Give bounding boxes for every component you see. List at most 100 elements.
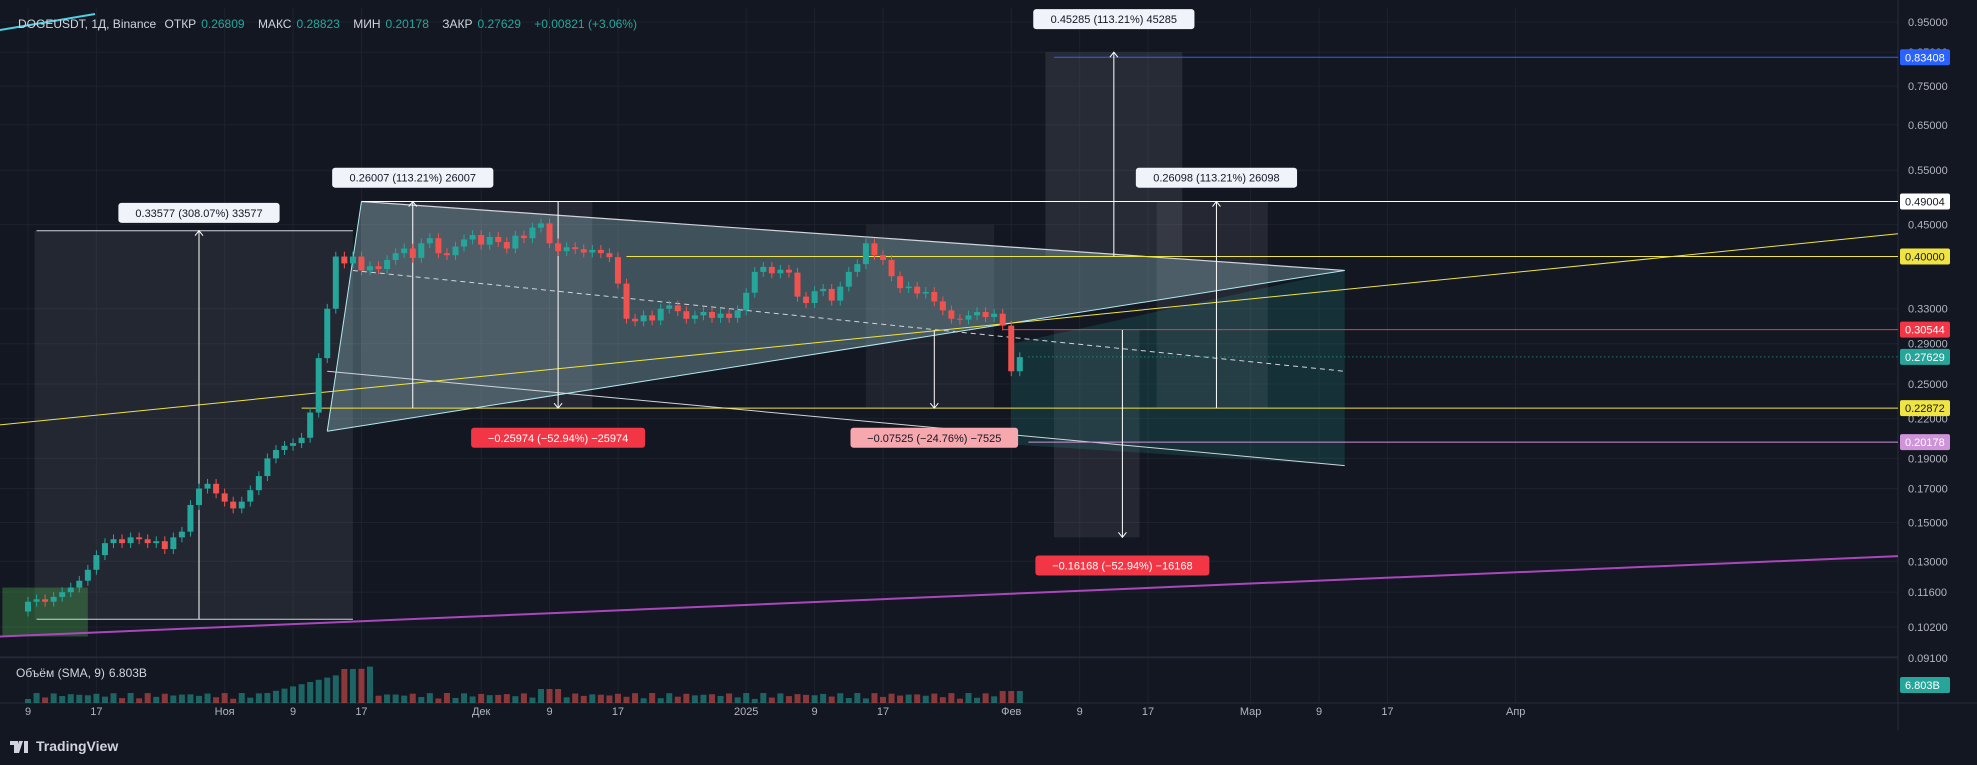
candle-body	[503, 242, 510, 249]
candle-body	[956, 318, 963, 320]
volume-bar	[153, 696, 160, 703]
volume-bar	[905, 694, 912, 703]
price-tick: 0.10200	[1908, 622, 1948, 634]
volume-bar	[307, 682, 314, 703]
volume-legend[interactable]: Объём (SMA, 9) 6.803B	[16, 666, 147, 680]
price-label-bg	[1900, 321, 1950, 338]
candle-body	[965, 315, 972, 320]
volume-bar	[281, 688, 288, 703]
volume-bar	[606, 695, 613, 703]
candle-body	[290, 443, 297, 446]
candle-body	[161, 541, 168, 550]
candle-body	[110, 539, 117, 544]
volume-bar	[59, 696, 66, 703]
measure-label-bg	[850, 427, 1019, 448]
candle-body	[880, 255, 886, 260]
volume-bar	[974, 697, 981, 703]
candle-body	[213, 483, 220, 494]
candle-body	[905, 286, 912, 289]
candle-body	[828, 288, 835, 301]
price-tick: 0.13000	[1908, 556, 1948, 568]
candle-body	[25, 601, 31, 612]
candle-body	[777, 269, 784, 274]
price-tick: 0.19000	[1908, 453, 1948, 465]
candle-body	[546, 223, 553, 244]
volume-bar	[272, 690, 279, 703]
volume-bar	[461, 693, 468, 703]
volume-bar	[255, 693, 262, 703]
volume-bar	[512, 696, 519, 703]
time-axis[interactable]: 9 17 Ноя 9 17 Дек 9 17 2025 9 17 Фев 9 17 Мар 9 17 Апр	[25, 706, 1525, 718]
volume-bar	[691, 695, 698, 703]
volume-bar	[503, 694, 510, 703]
candle-body	[1008, 325, 1015, 372]
volume-bar	[931, 693, 938, 703]
volume-bar	[384, 694, 391, 703]
triangle-bottom	[327, 269, 1345, 432]
volume-bar	[213, 697, 220, 703]
brand-label: TradingView	[36, 738, 119, 754]
candle-body	[443, 253, 450, 256]
tradingview-logo[interactable]: TradingView	[10, 738, 118, 754]
low-label: МИН	[353, 17, 381, 31]
price-label-bg	[1900, 400, 1950, 417]
candle-body	[820, 288, 827, 292]
candle-body	[683, 311, 690, 319]
volume-bar	[324, 677, 331, 703]
candle-body	[931, 291, 938, 302]
price-tick: 0.55000	[1908, 165, 1948, 177]
candle-body	[811, 291, 818, 304]
volume-bar	[298, 684, 305, 703]
volume-bar	[349, 669, 356, 703]
measure-label: 0.26007 (113.21%) 26007	[350, 173, 476, 185]
volume-bar	[862, 698, 869, 703]
volume-legend-label: Объём (SMA, 9)	[16, 666, 105, 680]
volume-bar	[623, 696, 630, 703]
volume-bar	[520, 693, 527, 703]
candle-body	[204, 483, 211, 489]
time-tick: 17	[1142, 706, 1154, 718]
volume-bar	[67, 694, 74, 703]
symbol-name[interactable]: DOGEUSDT, 1Д, Binance	[18, 17, 157, 31]
time-tick: Ноя	[215, 706, 235, 718]
volume-bar	[1008, 691, 1015, 703]
volume-bar	[572, 693, 579, 703]
candle-body	[332, 256, 339, 309]
price-label: 0.30544	[1905, 325, 1945, 337]
candle-body	[982, 312, 989, 318]
candle-body	[67, 587, 74, 593]
candle-body	[768, 266, 775, 274]
time-tick: 9	[25, 706, 31, 718]
volume-bar	[991, 696, 998, 703]
candle-body	[221, 493, 228, 502]
price-tick: 0.45000	[1908, 220, 1948, 232]
volume-bar	[529, 697, 536, 703]
volume-bar	[880, 696, 886, 703]
candle-body	[178, 531, 185, 538]
price-label: 0.20178	[1905, 437, 1945, 449]
channel-lower	[327, 370, 1345, 467]
candle-body	[76, 580, 83, 588]
candle-body	[623, 283, 630, 319]
volume-bar	[375, 695, 382, 703]
candles	[25, 218, 1023, 617]
candle-body	[640, 315, 647, 322]
volume-bar	[170, 695, 177, 703]
candle-body	[315, 358, 322, 413]
candle-body	[119, 539, 126, 544]
volume-bar	[726, 693, 733, 703]
candle-body	[367, 266, 373, 271]
volume-bar	[914, 694, 921, 703]
candle-body	[726, 313, 733, 318]
candle-body	[469, 235, 476, 240]
candle-body	[922, 291, 929, 294]
volume-bar	[443, 693, 450, 703]
candle-body	[495, 236, 502, 243]
candle-body	[572, 247, 579, 250]
trendline-cyan	[0, 13, 96, 31]
candle-body	[101, 543, 108, 556]
volume-label: 6.803B	[1905, 680, 1940, 692]
price-axis[interactable]: 0.950000.850000.750000.650000.550000.450…	[1900, 17, 1950, 693]
candle-body	[862, 243, 869, 265]
